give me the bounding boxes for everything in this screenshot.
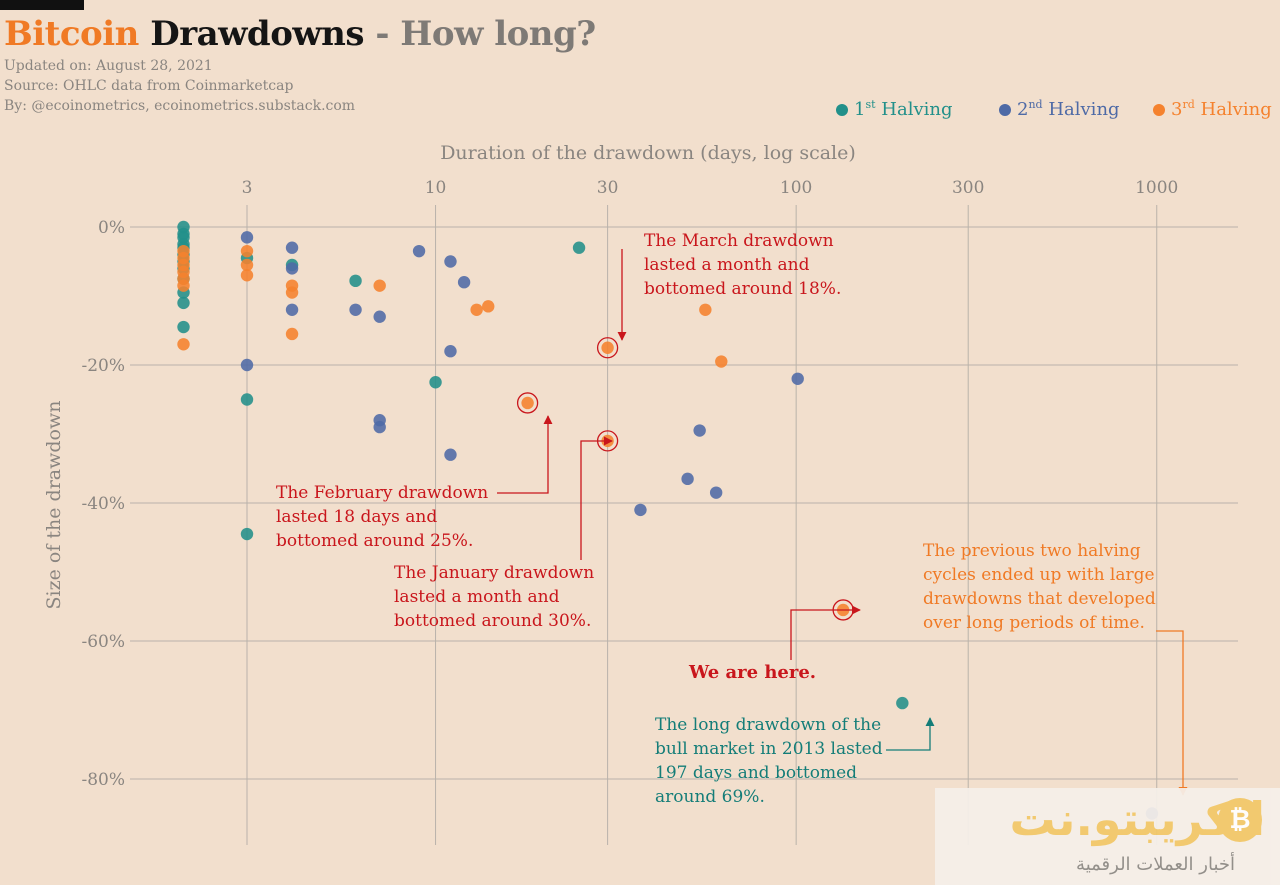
data-point (373, 279, 386, 292)
source-text: Source: OHLC data from Coinmarketcap (4, 78, 294, 94)
data-point (791, 372, 804, 385)
data-point (240, 244, 254, 258)
data-point (444, 255, 457, 268)
x-tick-label: 30 (597, 178, 619, 198)
y-axis-title: Size of the drawdown (43, 401, 65, 610)
long-drawdown-annotation: The long drawdown of the bull market in 2… (655, 715, 883, 807)
data-point (470, 303, 483, 316)
title-drawdowns: Drawdowns (150, 14, 364, 54)
x-tick-label: 300 (952, 178, 984, 198)
data-point (240, 258, 254, 272)
data-point (177, 338, 190, 351)
data-point (715, 355, 728, 368)
title-bitcoin: Bitcoin (4, 14, 139, 54)
data-point (572, 241, 586, 254)
data-point (285, 327, 299, 341)
data-point (240, 269, 254, 282)
x-tick-label: 10 (425, 178, 447, 198)
data-point (373, 420, 386, 434)
x-tick-label: 100 (780, 178, 812, 198)
data-point (240, 393, 254, 406)
march-annotation: The March drawdown lasted a month and bott… (644, 231, 842, 299)
y-tick-label: 0% (98, 218, 125, 238)
y-tick-label: -80% (81, 770, 125, 790)
legend-dot-icon (836, 104, 848, 116)
data-point (681, 472, 694, 486)
data-point (896, 696, 909, 710)
legend-item-3rd: 3rd Halving (1153, 98, 1272, 120)
data-point (373, 310, 386, 323)
data-point (444, 345, 457, 358)
previous-cycles-annotation: The previous two halving cycles ended up … (923, 541, 1156, 633)
data-point (349, 274, 362, 288)
previous-arrow (1156, 630, 1188, 796)
data-point (429, 376, 442, 389)
legend-dot-icon (1153, 104, 1165, 116)
february-annotation: The February drawdown lasted 18 days and b… (276, 483, 489, 551)
top-bar (0, 0, 84, 10)
y-tick-label: -20% (81, 356, 125, 376)
data-point (240, 527, 254, 541)
here-arrow (790, 605, 861, 660)
chart-title: Bitcoin Drawdowns - How long? (4, 14, 596, 54)
highlight-ring (596, 337, 619, 359)
title-how-long: - How long? (375, 14, 596, 54)
data-point (482, 300, 495, 313)
legend-dot-icon (999, 104, 1011, 116)
february-arrow (497, 415, 553, 494)
data-point (240, 231, 254, 244)
data-point (240, 358, 254, 372)
y-tick-label: -60% (81, 632, 125, 652)
data-point (349, 303, 362, 316)
bitcoin-coin-icon: ₿ (1218, 798, 1262, 842)
data-point (521, 396, 534, 410)
january-annotation: The January drawdown lasted a month and bo… (394, 563, 595, 631)
watermark-subtext: أخبار العملات الرقمية (1076, 854, 1235, 875)
data-point (177, 320, 190, 334)
data-point (177, 296, 190, 310)
data-point (444, 448, 457, 461)
data-point (693, 424, 706, 437)
long2013-arrow (886, 717, 935, 751)
legend-item-1st: 1st Halving (836, 98, 953, 120)
data-point (285, 303, 299, 316)
data-point (699, 303, 712, 316)
highlight-ring (516, 392, 539, 414)
x-axis-title: Duration of the drawdown (days, log scal… (440, 142, 856, 164)
data-point (709, 486, 723, 499)
x-tick-label: 1000 (1135, 178, 1178, 198)
data-point (412, 244, 426, 258)
y-tick-label: -40% (81, 494, 125, 514)
data-point (285, 241, 299, 254)
byline-text: By: @ecoinometrics, ecoinometrics.substa… (4, 98, 356, 114)
data-point (285, 286, 299, 299)
legend-item-2nd: 2nd Halving (999, 98, 1120, 120)
watermark-logo: الكريبتو.نت أخبار العملات الرقمية ₿ (935, 788, 1280, 885)
x-tick-label: 3 (242, 178, 253, 198)
we-are-here-label: We are here. (689, 662, 817, 683)
updated-text: Updated on: August 28, 2021 (4, 58, 213, 74)
data-point (177, 279, 190, 292)
data-point (285, 262, 299, 275)
january-arrow (580, 436, 613, 560)
data-point (634, 503, 647, 517)
data-point (457, 276, 471, 289)
watermark-text: الكريبتو.نت (1009, 792, 1265, 846)
data-point (601, 341, 614, 354)
